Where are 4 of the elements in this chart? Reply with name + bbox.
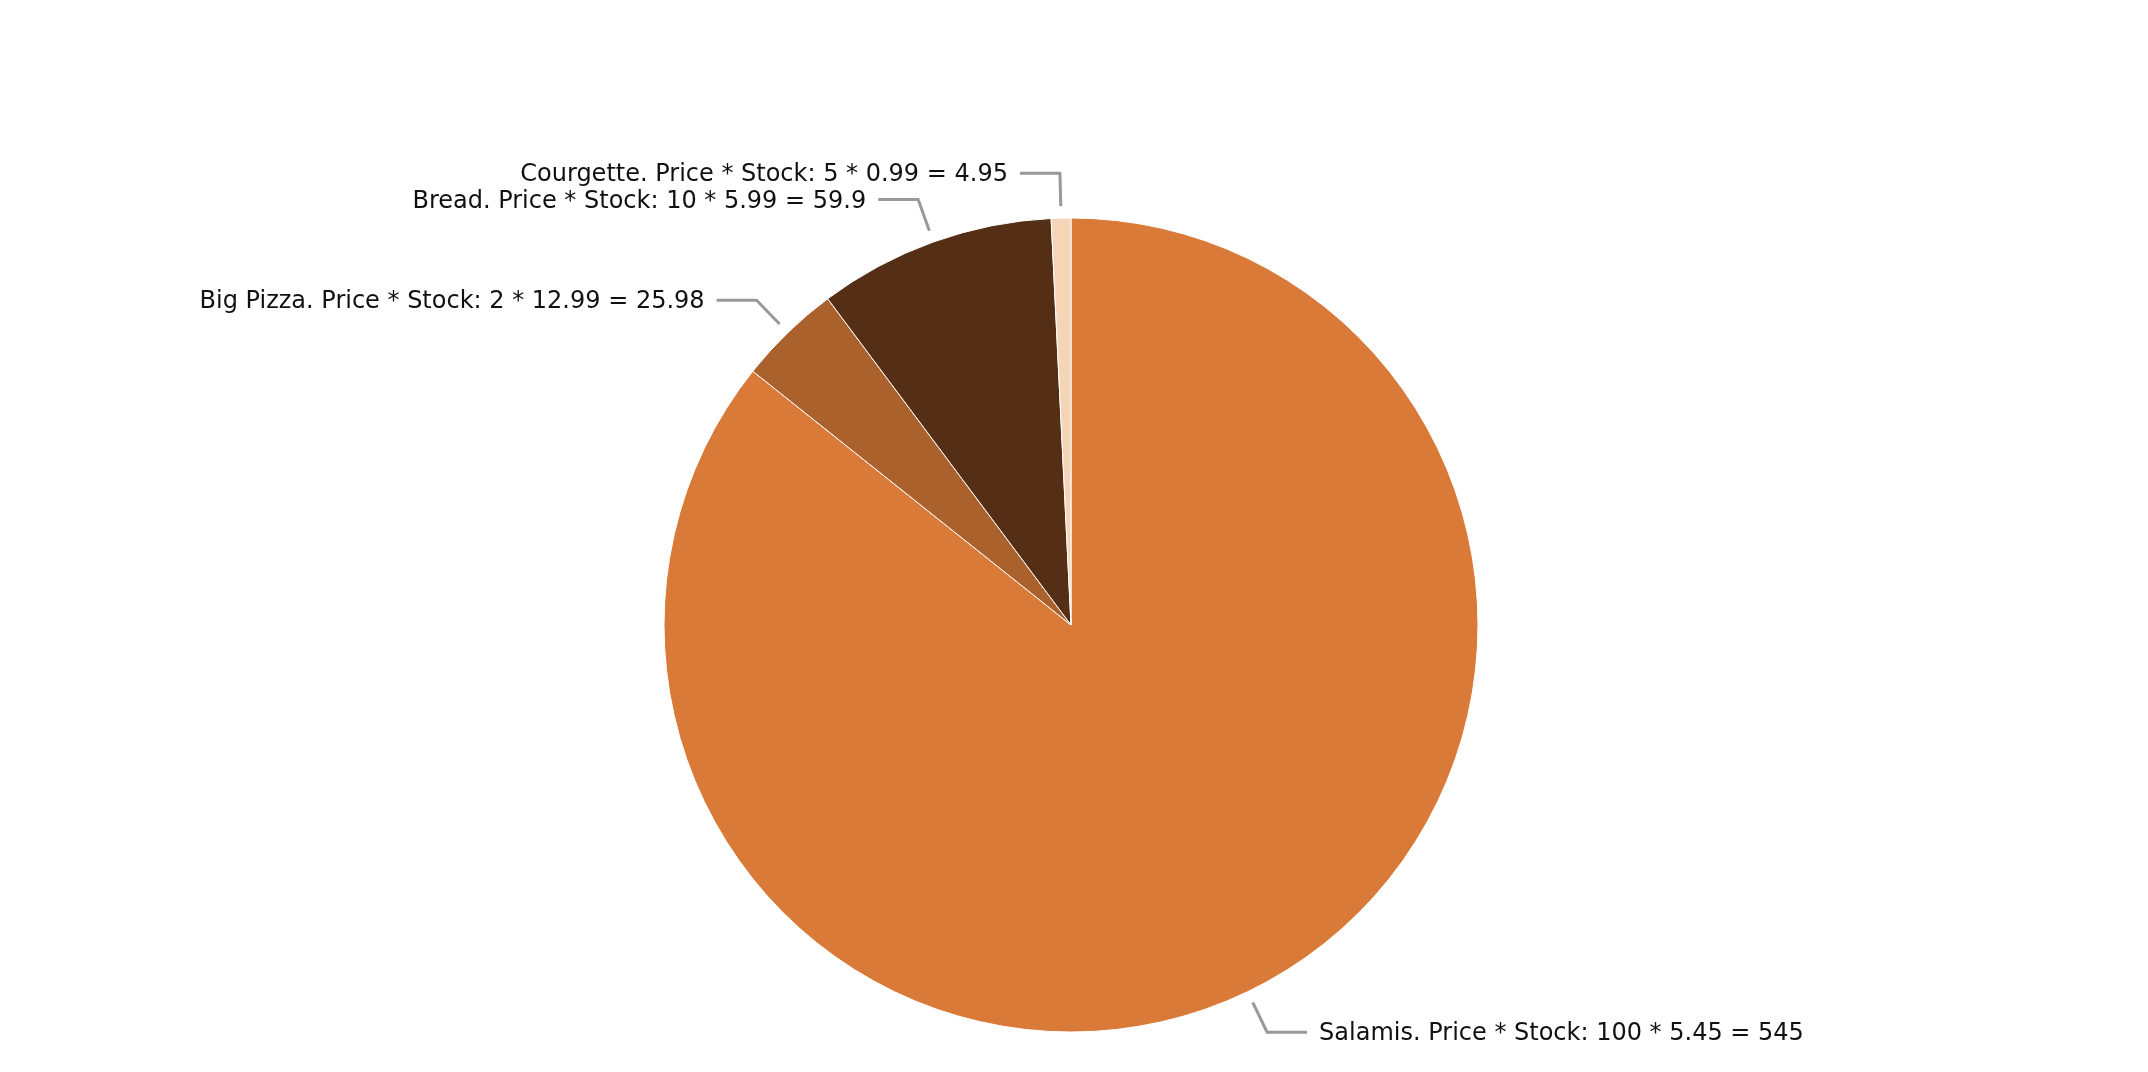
slice-label: Big Pizza. Price * Stock: 2 * 12.99 = 25.98 <box>199 286 705 315</box>
slice-label: Courgette. Price * Stock: 5 * 0.99 = 4.95 <box>520 159 1008 188</box>
slice-label: Bread. Price * Stock: 10 * 5.99 = 59.9 <box>412 185 867 214</box>
slice-label: Salamis. Price * Stock: 100 * 5.45 = 545 <box>1319 1018 1804 1047</box>
